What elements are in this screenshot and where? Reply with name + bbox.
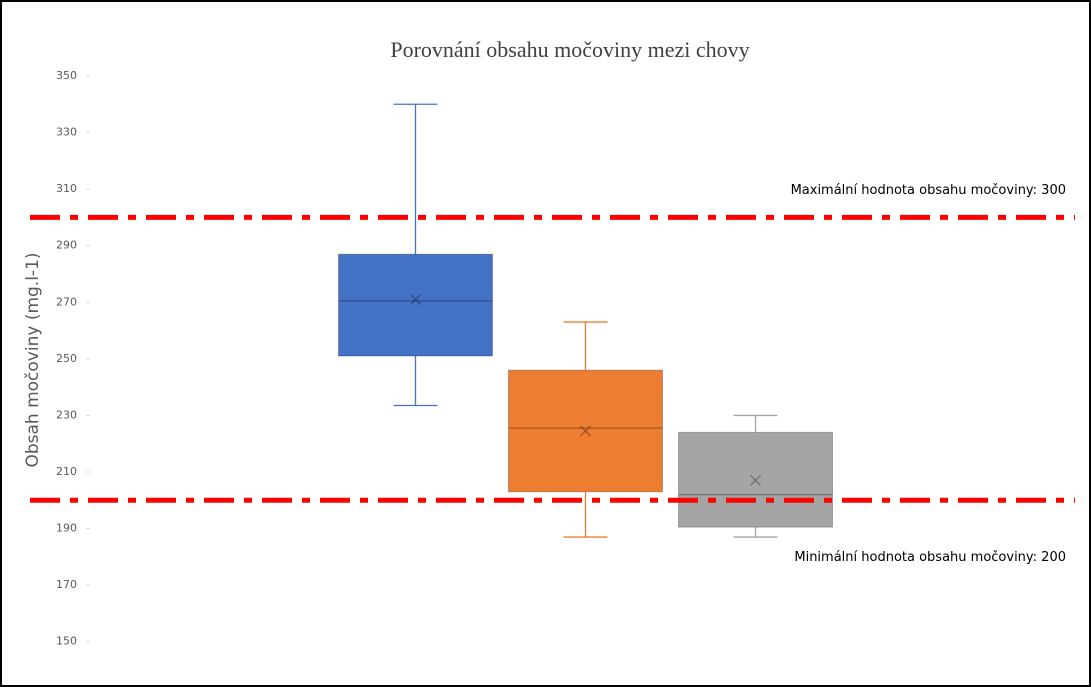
y-tick-label: 290 — [56, 239, 77, 252]
chart-title: Porovnání obsahu močoviny mezi chovy — [390, 37, 749, 62]
reference-label: Maximální hodnota obsahu močoviny: 300 — [791, 183, 1066, 198]
y-tick-label: 310 — [56, 182, 77, 195]
mean-marker — [580, 425, 591, 437]
mean-marker — [410, 294, 421, 305]
box — [678, 431, 833, 528]
y-tick-label: 170 — [56, 578, 77, 591]
y-tick-label: 350 — [56, 69, 77, 82]
y-tick-label: 330 — [56, 126, 77, 139]
box — [338, 253, 493, 357]
y-axis-label: Obsah močoviny (mg.l-1) — [23, 252, 43, 467]
mean-marker — [750, 475, 761, 486]
box — [508, 369, 663, 493]
y-tick-label: 190 — [56, 522, 77, 535]
y-tick-label: 250 — [56, 352, 77, 365]
y-tick-label: 150 — [56, 635, 77, 648]
y-tick-label: 210 — [56, 465, 77, 478]
reference-label: Minimální hodnota obsahu močoviny: 200 — [794, 550, 1066, 565]
y-tick-label: 270 — [56, 295, 77, 308]
y-tick-label: 230 — [56, 408, 77, 421]
